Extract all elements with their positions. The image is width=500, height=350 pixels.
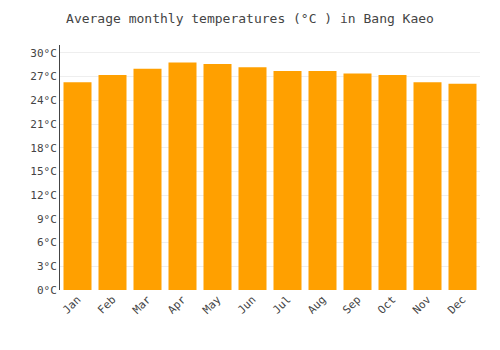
svg-text:Feb: Feb — [95, 293, 118, 316]
svg-text:Jul: Jul — [270, 293, 293, 316]
svg-text:18°C: 18°C — [30, 142, 57, 155]
svg-text:27°C: 27°C — [30, 70, 57, 83]
svg-text:30°C: 30°C — [30, 47, 57, 60]
svg-text:21°C: 21°C — [30, 118, 57, 131]
svg-text:Aug: Aug — [305, 293, 328, 316]
svg-text:12°C: 12°C — [30, 189, 57, 202]
svg-text:Jan: Jan — [60, 293, 83, 316]
svg-text:May: May — [200, 293, 224, 317]
svg-text:Average monthly temperatures (: Average monthly temperatures (°C ) in Ba… — [66, 11, 434, 26]
svg-text:6°C: 6°C — [37, 236, 57, 249]
svg-text:Apr: Apr — [165, 293, 189, 317]
svg-text:Dec: Dec — [445, 293, 468, 316]
svg-text:Jun: Jun — [235, 293, 258, 316]
svg-text:0°C: 0°C — [37, 284, 57, 297]
svg-text:Sep: Sep — [340, 293, 363, 316]
svg-text:3°C: 3°C — [37, 260, 57, 273]
svg-text:24°C: 24°C — [30, 94, 57, 107]
svg-text:15°C: 15°C — [30, 165, 57, 178]
svg-text:9°C: 9°C — [37, 213, 57, 226]
svg-text:Nov: Nov — [410, 293, 434, 317]
svg-text:Oct: Oct — [375, 293, 398, 316]
svg-text:Mar: Mar — [130, 293, 154, 317]
